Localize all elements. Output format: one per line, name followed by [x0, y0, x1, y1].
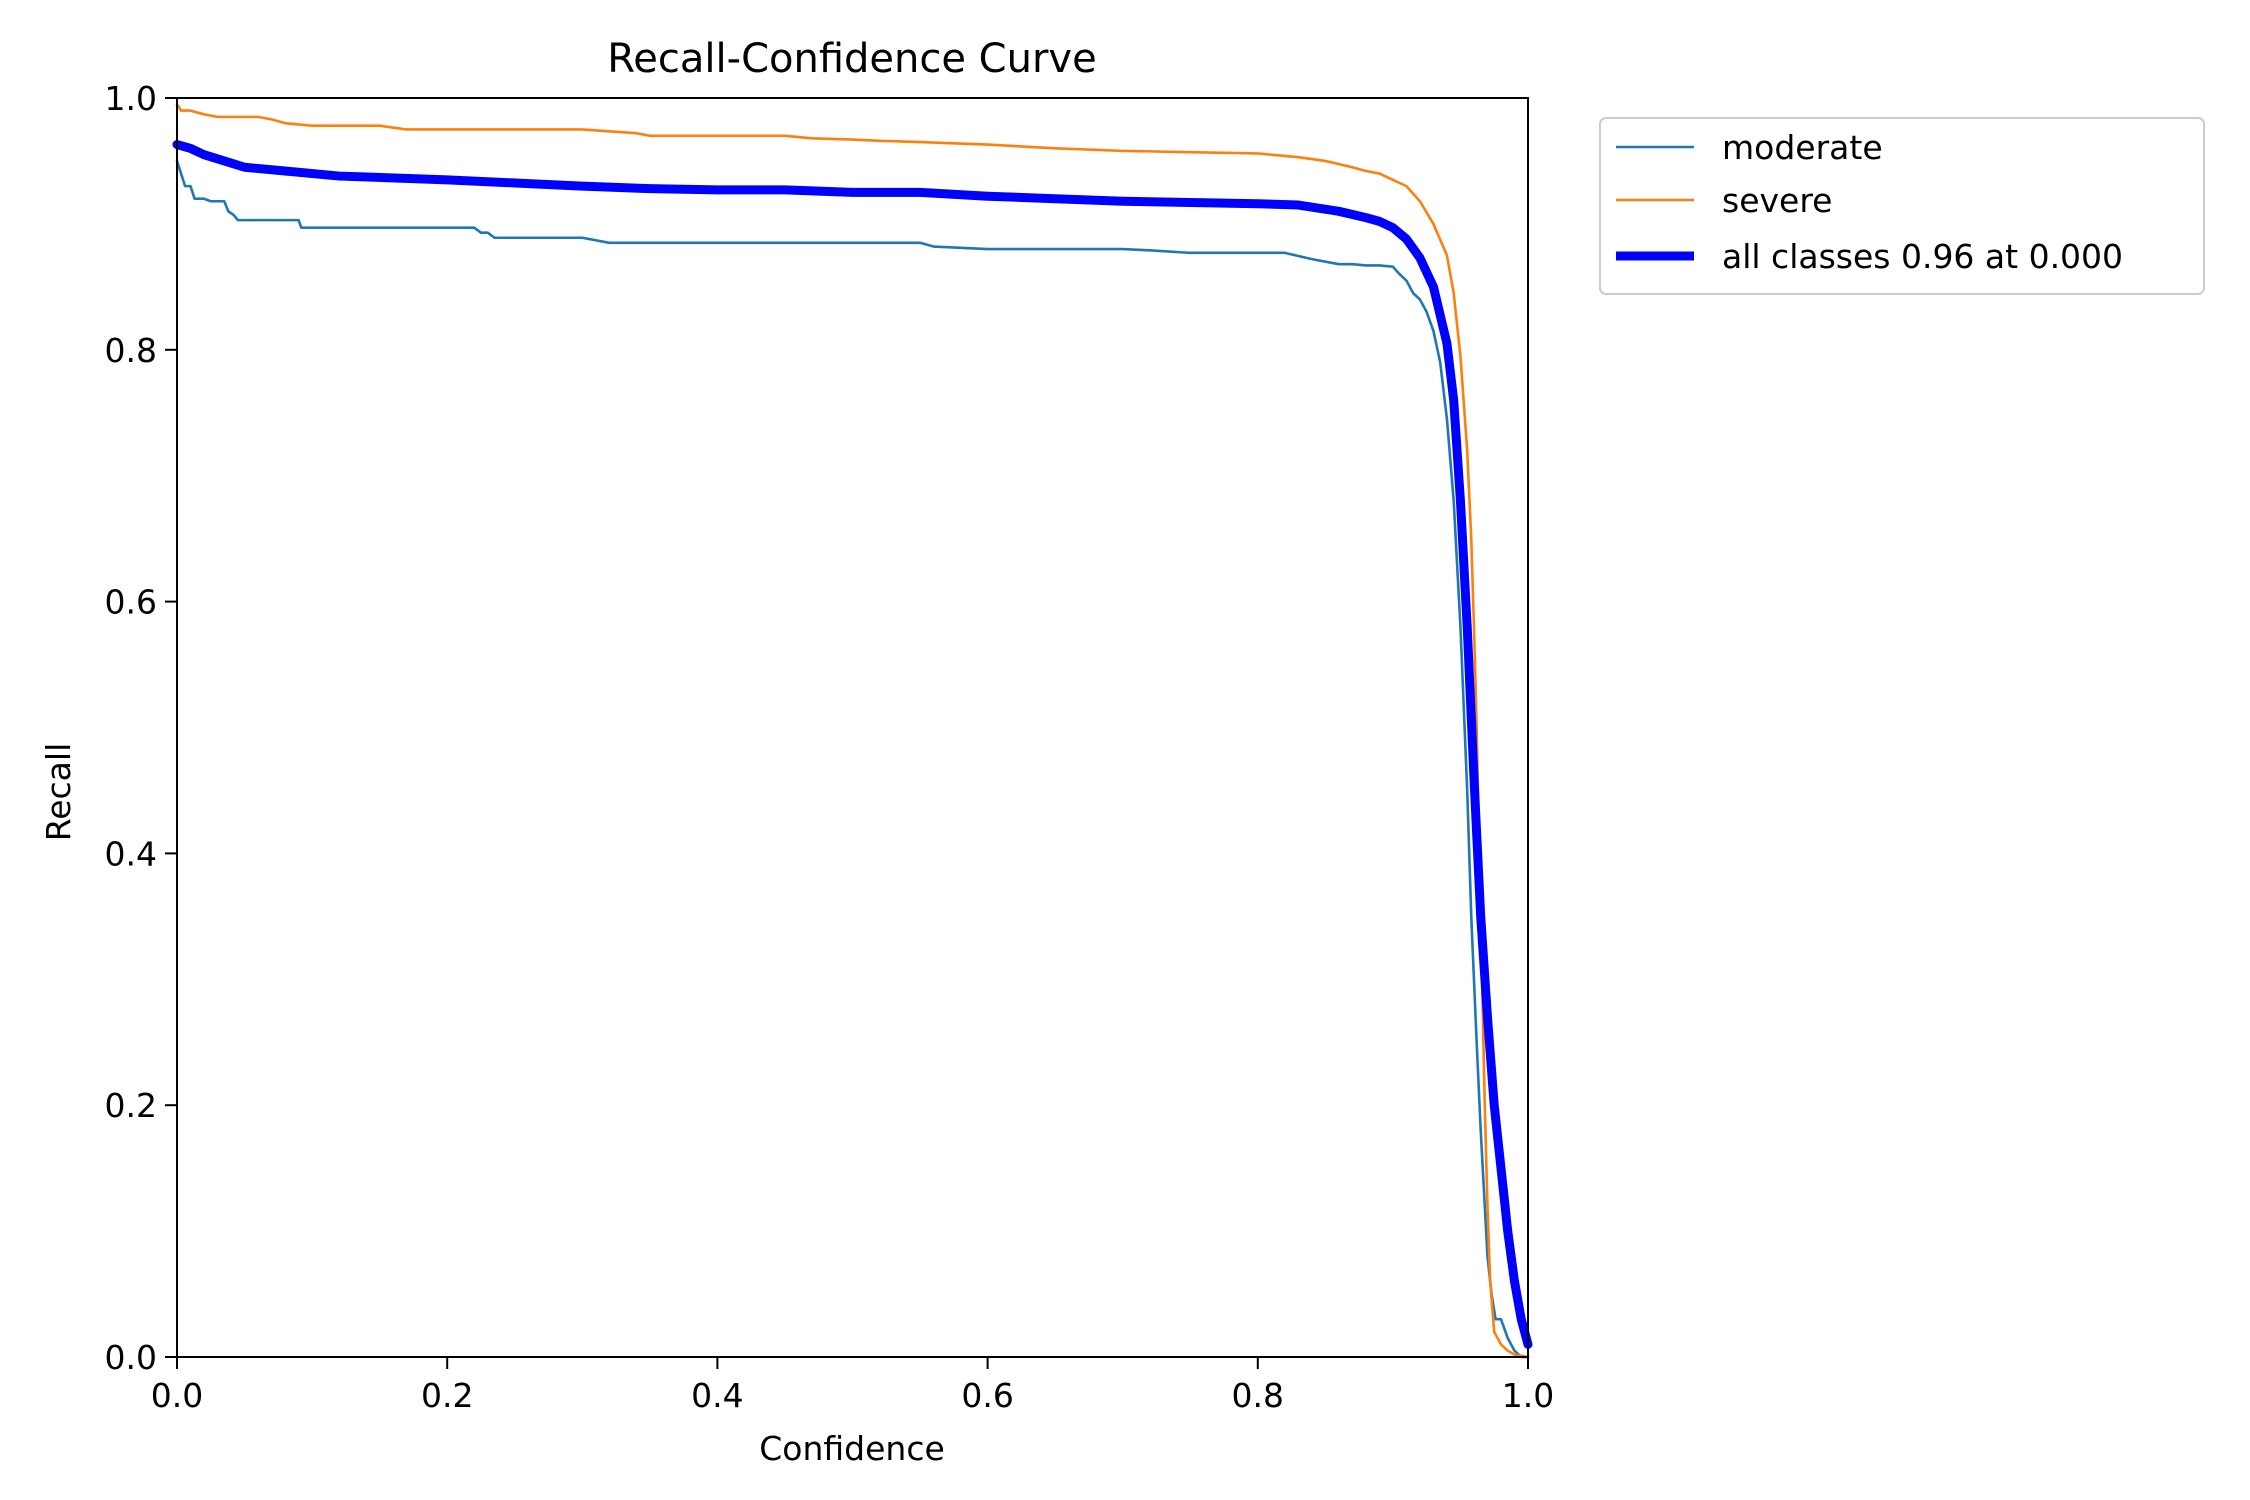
y-tick-label: 0.8: [105, 331, 157, 370]
plot-area: 0.0 0.2 0.4 0.6 0.8 1.0 0.0 0.2 0.4 0.6 0.8 1.0: [105, 79, 1555, 1415]
chart-title: Recall-Confidence Curve: [607, 36, 1096, 82]
x-tick-label: 0.8: [1232, 1376, 1284, 1415]
y-tick-label: 0.4: [105, 834, 157, 873]
y-tick-label: 0.2: [105, 1086, 157, 1125]
y-axis-label: Recall: [39, 743, 78, 841]
y-tick-label: 0.0: [105, 1338, 157, 1377]
legend-label-3: all classes 0.96 at 0.000: [1722, 237, 2123, 276]
series-line-3: [172, 140, 1533, 1349]
x-tick-label: 1.0: [1502, 1376, 1554, 1415]
legend-label-1: moderate: [1722, 128, 1883, 167]
y-tick-label: 0.6: [105, 583, 157, 622]
x-tick-label: 0.4: [691, 1376, 743, 1415]
x-tick-label: 0.0: [151, 1376, 203, 1415]
legend-label-2: severe: [1722, 181, 1832, 220]
y-tick-label: 1.0: [105, 79, 157, 118]
legend-box: [1599, 117, 2205, 295]
axes-frame: [176, 97, 1529, 1358]
legend: moderate severe all classes 0.96 at 0.000: [1599, 117, 2205, 295]
series-line-1: [175, 159, 1530, 1359]
x-tick-label: 0.6: [961, 1376, 1013, 1415]
x-tick-label: 0.2: [421, 1376, 473, 1415]
x-axis-label: Confidence: [759, 1429, 945, 1468]
